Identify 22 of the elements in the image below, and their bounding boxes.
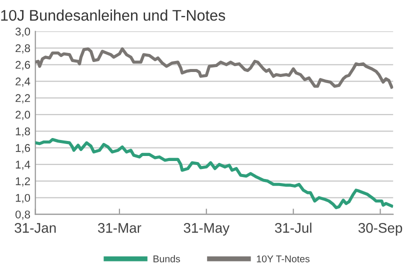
y-tick-label: 2,2	[16, 94, 30, 104]
line-series	[35, 138, 394, 210]
y-tick-label: 0,8	[15, 210, 30, 220]
y-tick-label: 3,0	[15, 28, 30, 37]
x-tick-label: 30-Sep	[358, 223, 402, 236]
y-tick-label: 1,6	[16, 144, 30, 154]
y-tick-label: 2,4	[16, 78, 30, 87]
y-tick-label: 2,0	[16, 110, 30, 120]
y-tick-label: 1,4	[16, 160, 30, 170]
legend-label: Bunds	[154, 255, 180, 262]
y-tick-label: 1,2	[16, 177, 30, 186]
chart-title: 10J Bundesanleihen und T-Notes	[1, 10, 226, 21]
line-series	[35, 47, 394, 89]
x-tick-label: 31-May	[184, 223, 230, 236]
x-tick-label: 31-Jan	[14, 223, 56, 233]
legend-label: 10Y T-Notes	[256, 255, 310, 262]
y-tick-label: 2,6	[16, 60, 30, 70]
x-tick-label: 31-Mar	[98, 223, 142, 233]
y-tick-label: 1,8	[16, 127, 30, 137]
x-tick-label: 31-Jul	[274, 222, 312, 233]
y-tick-label: 2,8	[16, 44, 30, 54]
y-tick-label: 1,0	[16, 194, 30, 204]
